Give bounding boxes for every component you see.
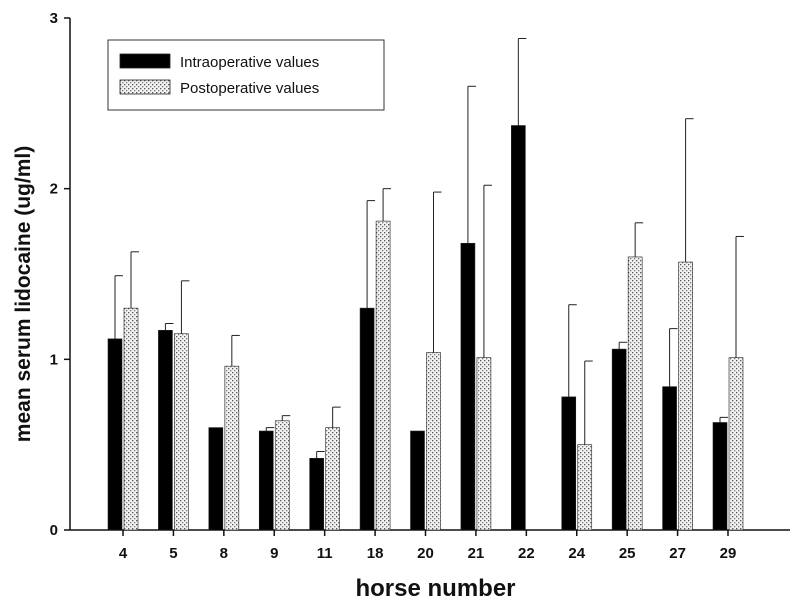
bar-postoperative xyxy=(426,352,441,531)
bar-intraoperative xyxy=(662,386,677,531)
bar-postoperative xyxy=(476,357,492,531)
x-tick-label: 11 xyxy=(317,545,333,562)
legend-box xyxy=(107,39,385,111)
bar-intraoperative xyxy=(107,338,123,531)
bar-postoperative xyxy=(577,444,593,531)
x-tick-label: 5 xyxy=(169,545,177,562)
x-tick-label: 22 xyxy=(518,545,535,562)
legend-swatch-intraoperative xyxy=(119,53,171,69)
axes: 0 1 2 3 4 5 8 9 11 18 20 21 22 24 25 27 29 xyxy=(50,10,790,562)
bar-postoperative xyxy=(627,256,643,531)
x-tick-label: 29 xyxy=(720,545,737,562)
legend-label-postoperative: Postoperative values xyxy=(180,80,319,97)
x-tick-label: 25 xyxy=(619,545,636,562)
bar-intraoperative xyxy=(359,307,375,531)
bar-postoperative xyxy=(274,420,290,531)
x-tick-label: 27 xyxy=(669,545,686,562)
y-tick-label: 2 xyxy=(50,181,58,198)
x-axis-label: horse number xyxy=(355,575,515,602)
x-tick-label: 20 xyxy=(417,545,434,562)
bars xyxy=(107,37,744,531)
bar-intraoperative xyxy=(712,422,728,531)
legend: Intraoperative values Postoperative value… xyxy=(107,39,385,111)
bar-intraoperative xyxy=(611,348,627,531)
x-tick-label: 24 xyxy=(568,545,585,562)
x-tick-label: 8 xyxy=(220,545,228,562)
x-tick-label: 9 xyxy=(270,545,278,562)
bar-postoperative xyxy=(728,357,744,531)
y-tick-label: 1 xyxy=(50,351,58,368)
bar-postoperative xyxy=(678,261,693,531)
bar-postoperative xyxy=(174,333,189,531)
bar-postoperative xyxy=(123,307,139,531)
y-axis-label: mean serum lidocaine (ug/ml) xyxy=(12,146,35,442)
bar-intraoperative xyxy=(561,396,577,531)
bar-intraoperative xyxy=(460,242,476,531)
legend-swatch-postoperative xyxy=(119,79,171,95)
y-tick-label: 0 xyxy=(50,522,58,539)
bar-intraoperative xyxy=(309,458,324,531)
x-tick-label: 21 xyxy=(468,545,485,562)
y-tick-label: 3 xyxy=(50,10,58,27)
bar-postoperative xyxy=(375,220,391,531)
bar-postoperative xyxy=(325,427,340,531)
bar-intraoperative xyxy=(258,430,274,531)
bar-intraoperative xyxy=(208,427,224,531)
legend-label-intraoperative: Intraoperative values xyxy=(180,54,319,71)
bar-intraoperative xyxy=(158,330,173,531)
x-tick-label: 18 xyxy=(367,545,384,562)
bar-intraoperative xyxy=(511,125,526,531)
bar-postoperative xyxy=(224,365,240,531)
bar-intraoperative xyxy=(410,430,425,531)
x-tick-label: 4 xyxy=(119,545,128,562)
